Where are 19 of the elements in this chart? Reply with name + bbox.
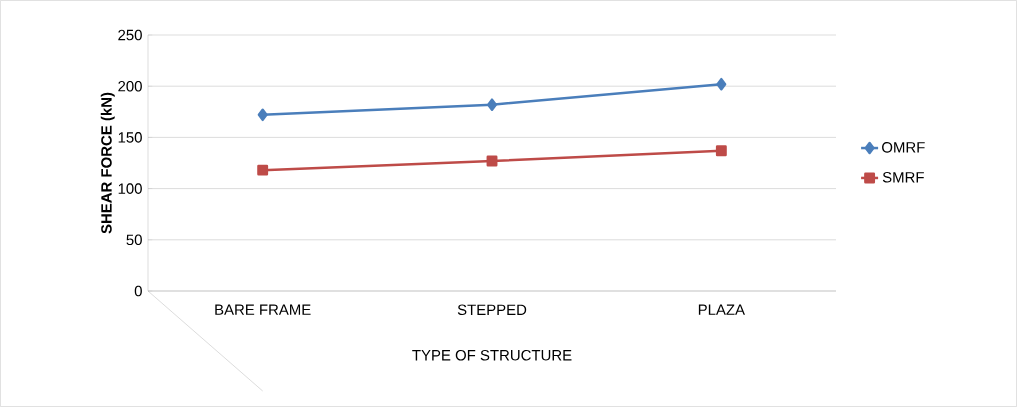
y-tick-label: 100 [118,183,142,194]
y-tick-label: 150 [118,132,142,143]
x-tick-label: STEPPED [457,304,527,316]
point [257,108,268,122]
y-tick-label: 200 [118,80,142,92]
legend-label: SMRF [882,171,924,183]
y-tick-label: 50 [126,234,142,246]
point [486,155,498,167]
x-tick-label: BARE FRAME [215,304,311,315]
point [487,98,498,111]
y-tick-label: 250 [118,29,142,41]
y-axis-title: SHEAR FORCE (kN) [100,92,115,234]
point [716,77,727,91]
y-tick-label: 0 [134,285,142,297]
point [257,164,269,176]
point [715,145,727,157]
x-axis-title: TYPE OF STRUCTURE [412,349,572,361]
x-tick-label: PLAZA [698,304,745,315]
legend-label: OMRF [882,142,925,153]
